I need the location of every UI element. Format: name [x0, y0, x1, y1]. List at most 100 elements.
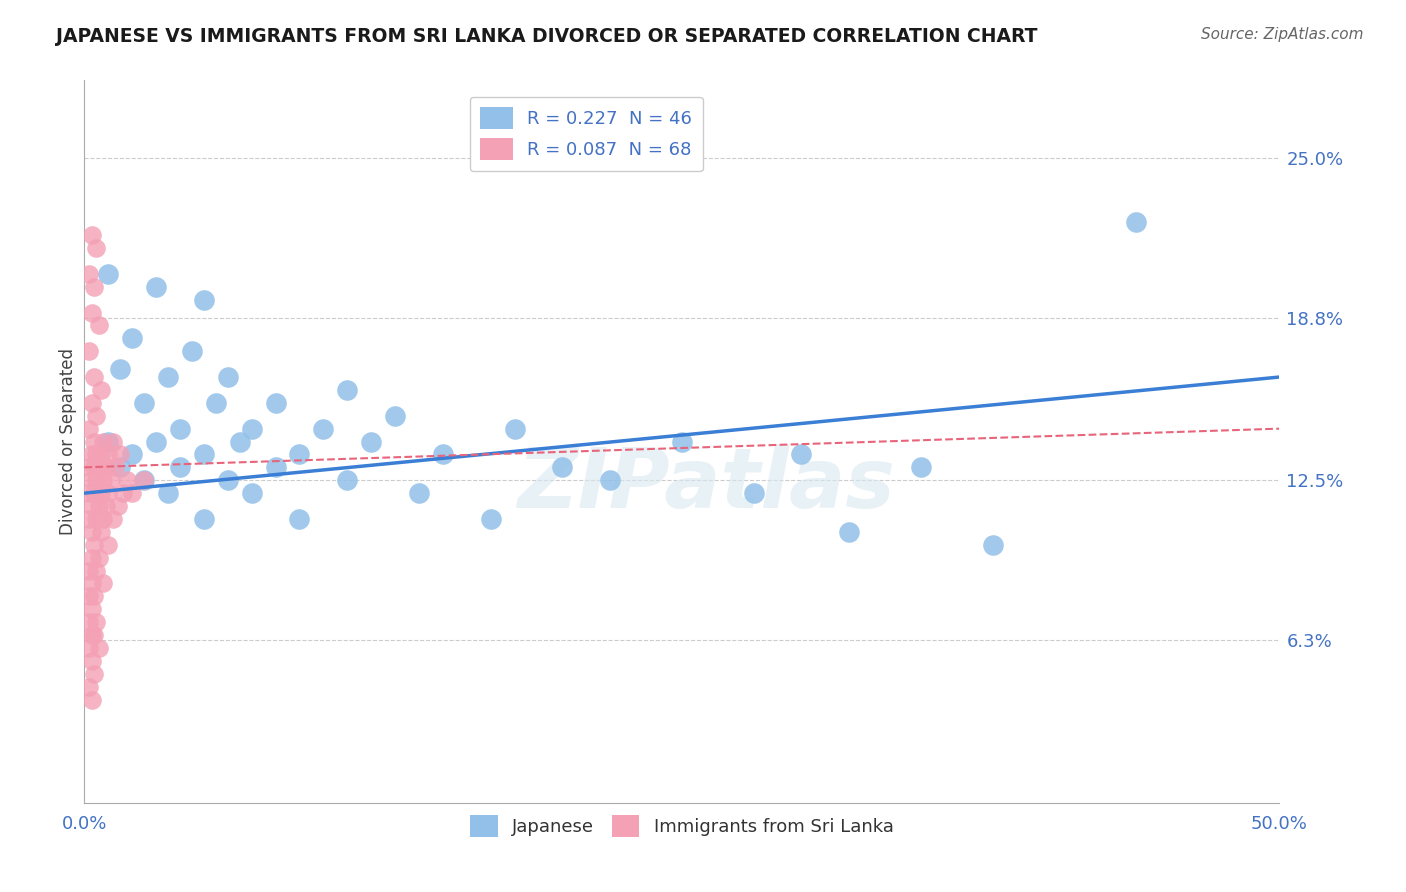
Point	[87, 550, 110, 565]
Point	[86, 409, 108, 423]
Point	[83, 538, 105, 552]
Point	[94, 460, 117, 475]
Point	[77, 486, 100, 500]
Point	[169, 422, 191, 436]
Point	[97, 267, 120, 281]
Point	[981, 538, 1004, 552]
Point	[217, 370, 239, 384]
Point	[145, 279, 167, 293]
Point	[83, 434, 105, 449]
Point	[360, 434, 382, 449]
Text: Source: ZipAtlas.com: Source: ZipAtlas.com	[1201, 27, 1364, 42]
Point	[599, 473, 621, 487]
Point	[288, 512, 311, 526]
Point	[132, 473, 156, 487]
Point	[93, 576, 115, 591]
Point	[110, 362, 132, 376]
Point	[432, 447, 454, 461]
Point	[90, 524, 112, 539]
Point	[80, 499, 103, 513]
Point	[193, 512, 215, 526]
Point	[87, 460, 110, 475]
Point	[80, 602, 103, 616]
Point	[205, 396, 228, 410]
Point	[288, 447, 311, 461]
Point	[77, 460, 100, 475]
Point	[77, 590, 100, 604]
Point	[87, 499, 110, 513]
Point	[80, 550, 103, 565]
Point	[93, 473, 115, 487]
Point	[80, 473, 103, 487]
Point	[77, 422, 100, 436]
Point	[83, 460, 105, 475]
Point	[94, 499, 117, 513]
Point	[145, 434, 167, 449]
Point	[86, 447, 108, 461]
Text: ZIPatlas: ZIPatlas	[517, 444, 894, 525]
Point	[86, 564, 108, 578]
Point	[86, 473, 108, 487]
Legend: Japanese, Immigrants from Sri Lanka: Japanese, Immigrants from Sri Lanka	[463, 808, 901, 845]
Point	[790, 447, 813, 461]
Point	[80, 692, 103, 706]
Point	[80, 524, 103, 539]
Point	[121, 331, 143, 345]
Point	[264, 460, 287, 475]
Point	[193, 293, 215, 307]
Point	[77, 640, 100, 655]
Point	[77, 564, 100, 578]
Point	[80, 576, 103, 591]
Point	[217, 473, 239, 487]
Point	[80, 228, 103, 243]
Point	[240, 422, 263, 436]
Point	[110, 460, 132, 475]
Point	[77, 615, 100, 630]
Point	[93, 512, 115, 526]
Point	[83, 628, 105, 642]
Point	[312, 422, 335, 436]
Point	[157, 486, 180, 500]
Point	[742, 486, 765, 500]
Point	[97, 486, 120, 500]
Point	[1125, 215, 1147, 229]
Point	[97, 447, 120, 461]
Point	[77, 512, 100, 526]
Point	[86, 512, 108, 526]
Point	[157, 370, 180, 384]
Point	[121, 486, 143, 500]
Point	[77, 344, 100, 359]
Point	[479, 512, 502, 526]
Point	[86, 615, 108, 630]
Point	[80, 447, 103, 461]
Point	[384, 409, 406, 423]
Point	[83, 370, 105, 384]
Point	[83, 486, 105, 500]
Point	[80, 628, 103, 642]
Point	[132, 396, 156, 410]
Point	[110, 447, 132, 461]
Point	[80, 654, 103, 668]
Point	[169, 460, 191, 475]
Point	[264, 396, 287, 410]
Point	[104, 460, 127, 475]
Point	[181, 344, 204, 359]
Point	[93, 434, 115, 449]
Point	[910, 460, 932, 475]
Y-axis label: Divorced or Separated: Divorced or Separated	[59, 348, 77, 535]
Point	[336, 383, 359, 397]
Point	[86, 241, 108, 255]
Point	[336, 473, 359, 487]
Point	[87, 640, 110, 655]
Point	[107, 499, 129, 513]
Point	[80, 305, 103, 319]
Point	[77, 267, 100, 281]
Point	[87, 318, 110, 333]
Text: JAPANESE VS IMMIGRANTS FROM SRI LANKA DIVORCED OR SEPARATED CORRELATION CHART: JAPANESE VS IMMIGRANTS FROM SRI LANKA DI…	[56, 27, 1038, 45]
Point	[97, 538, 120, 552]
Point	[100, 473, 122, 487]
Point	[229, 434, 252, 449]
Point	[77, 680, 100, 694]
Point	[132, 473, 156, 487]
Point	[838, 524, 860, 539]
